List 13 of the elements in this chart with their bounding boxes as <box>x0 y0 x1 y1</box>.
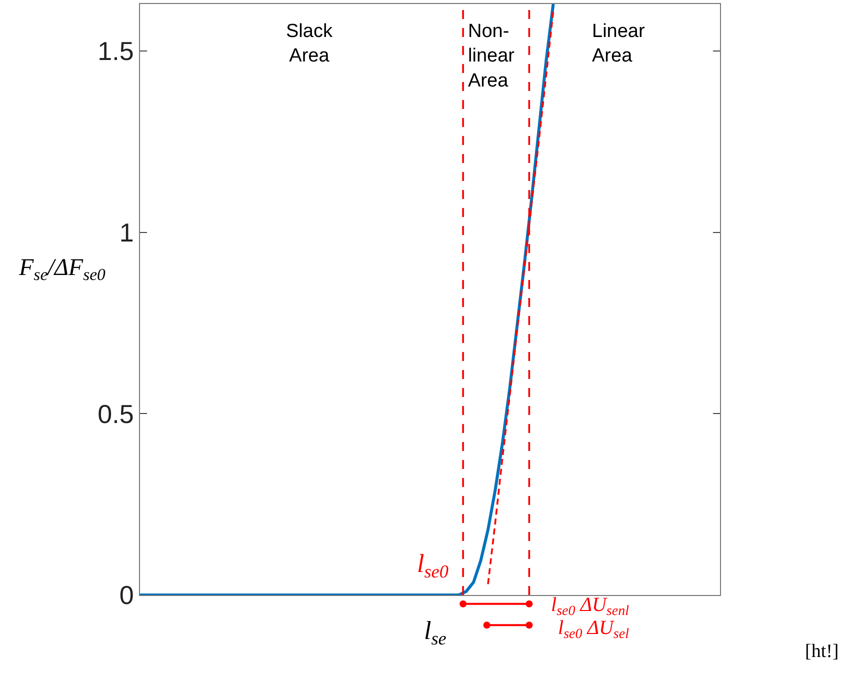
y-axis-title: F$_{se}$/ΔF$_{se0}$ <box>18 255 106 284</box>
text: [ht!] <box>805 641 839 662</box>
y-tick-label: 1 <box>119 218 134 248</box>
y-tick-label: 0 <box>119 580 134 610</box>
annotation: l$_{se0}$ <box>417 549 448 582</box>
annotation: Linear Area <box>592 21 646 67</box>
text: l$_{se0}$ ΔU$_{sel}$ <box>558 617 630 642</box>
annotation: Non- linear Area <box>468 21 516 92</box>
y-tick-label: 1.5 <box>98 36 134 66</box>
annotation: Slack Area <box>286 21 333 67</box>
text: l$_{se}$ <box>424 616 446 648</box>
annotation: l$_{se0}$ ΔU$_{senl}$ <box>551 594 630 620</box>
y-tick-label: 0.5 <box>98 398 134 429</box>
